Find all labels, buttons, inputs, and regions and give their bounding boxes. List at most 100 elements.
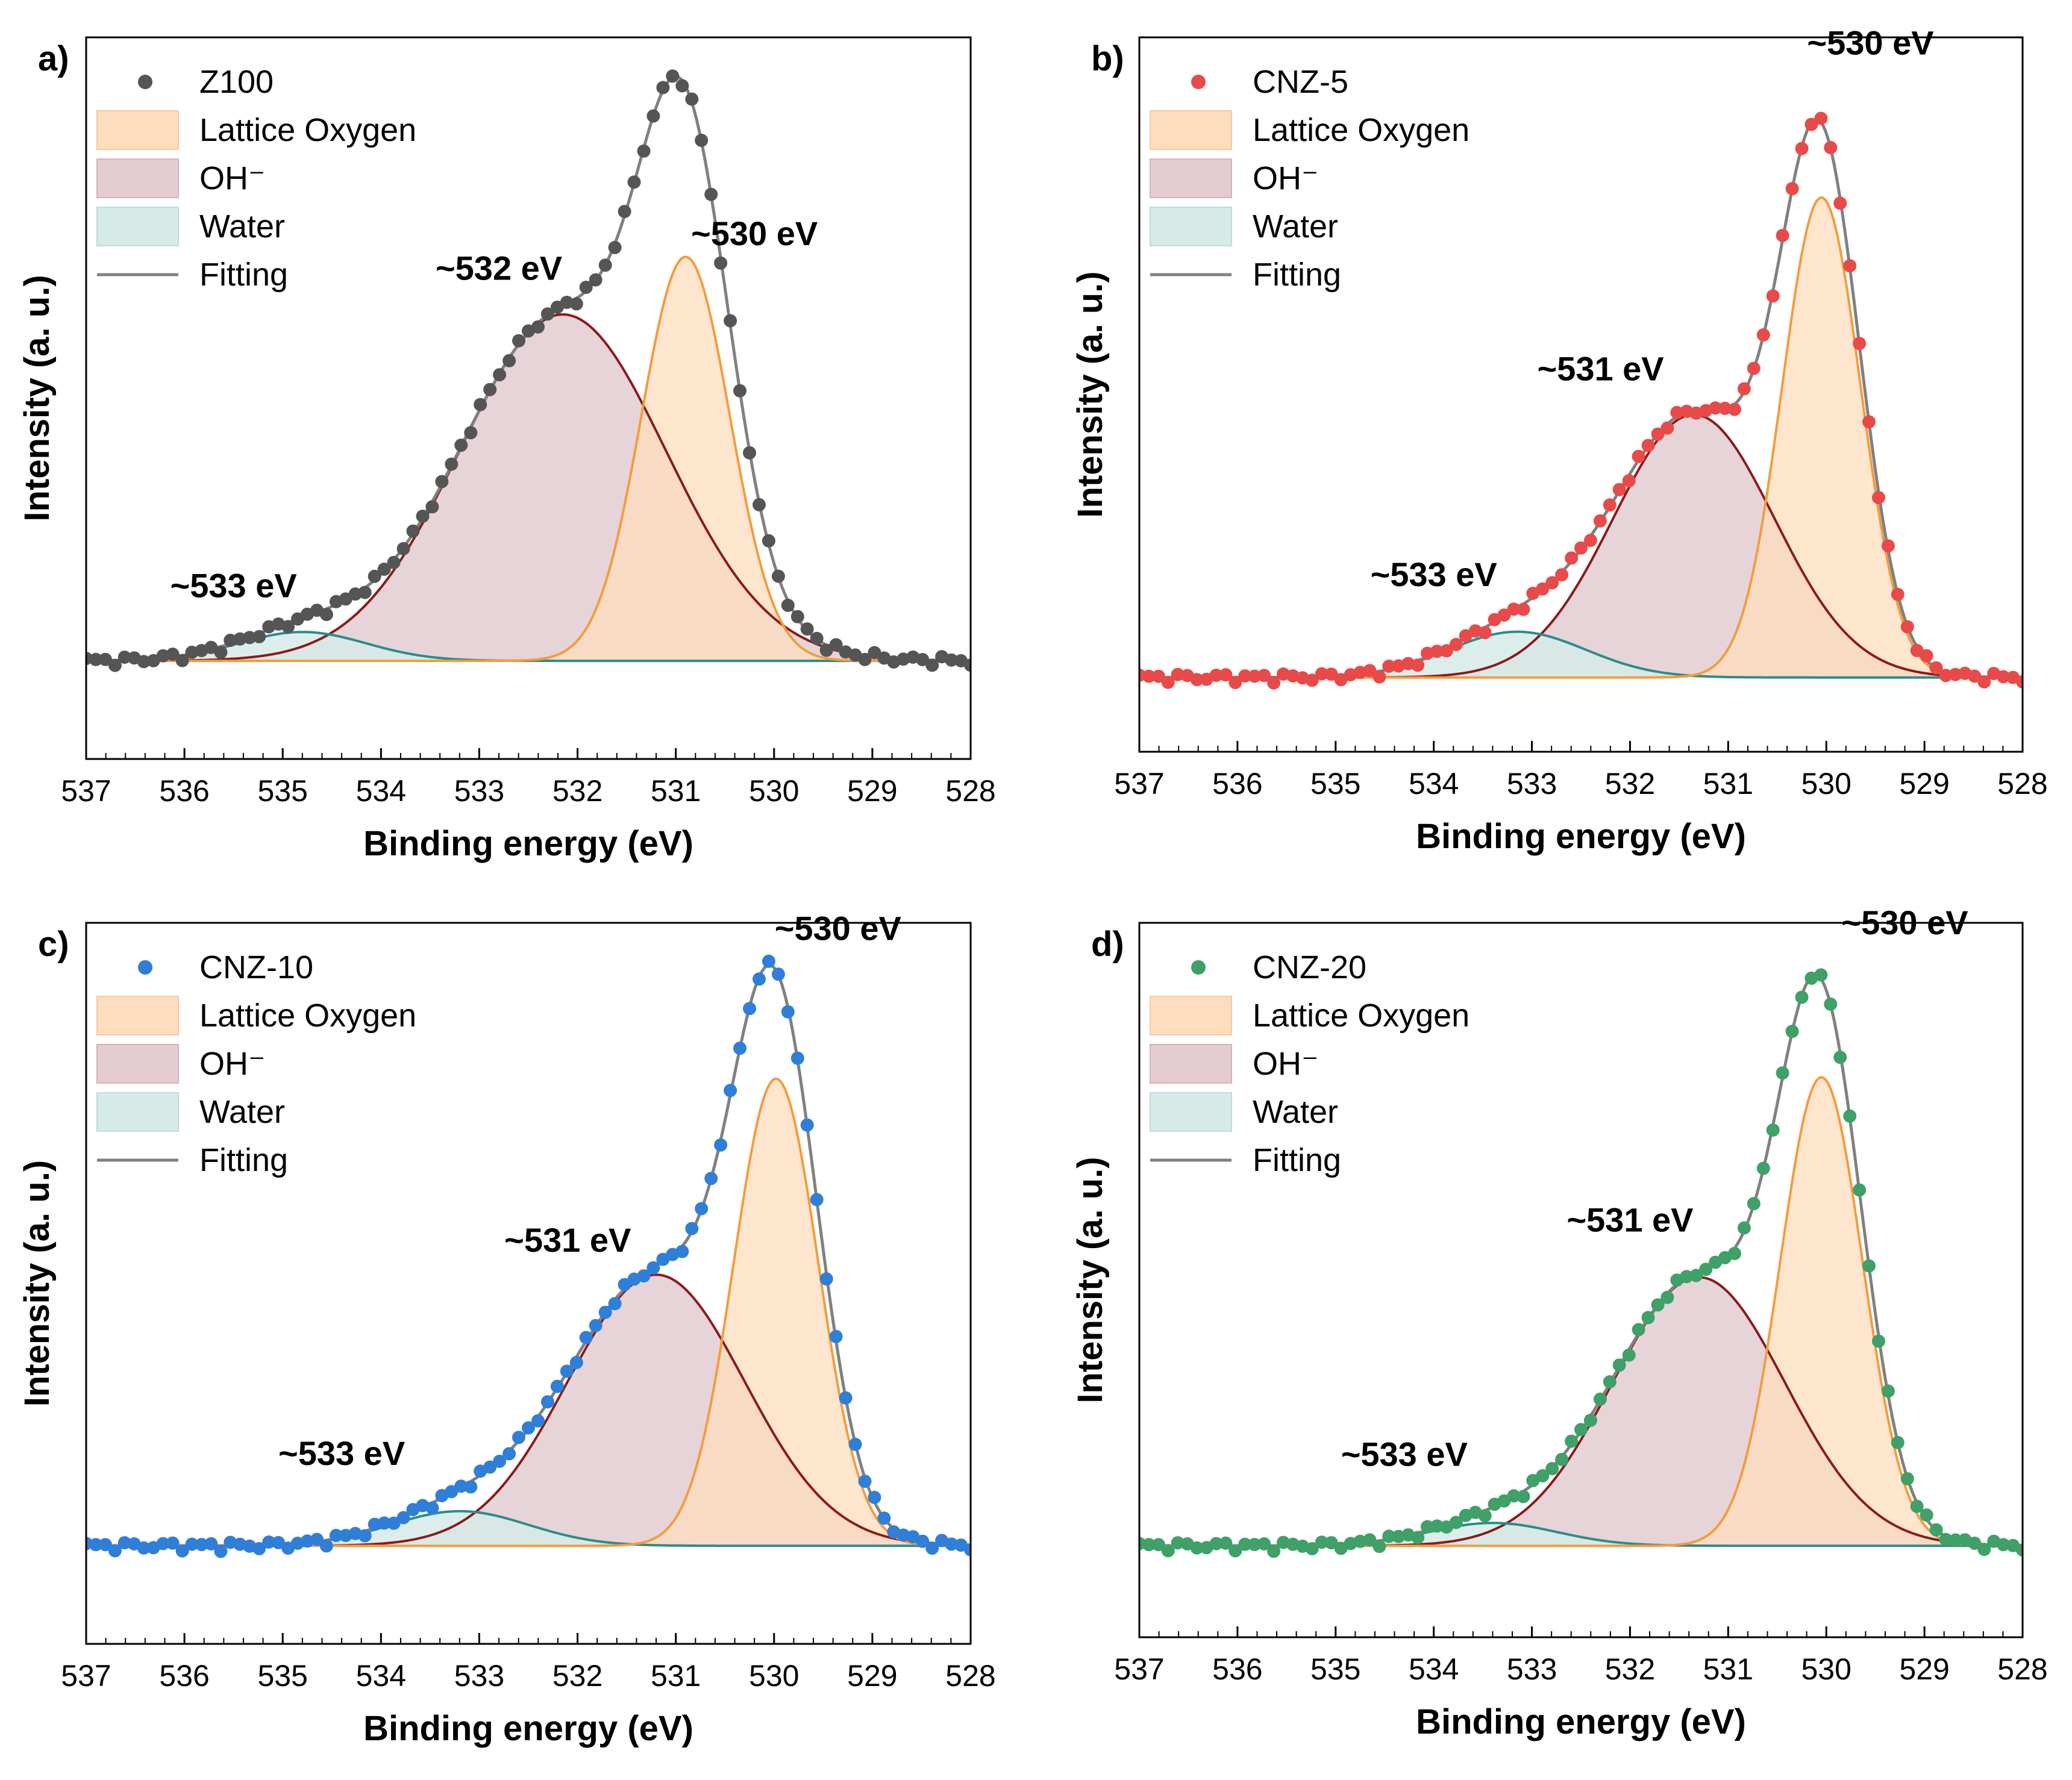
data-point bbox=[637, 1269, 651, 1283]
data-point bbox=[493, 1454, 507, 1468]
data-point bbox=[175, 654, 189, 667]
peak-annotation: ~530 eV bbox=[1841, 904, 1968, 942]
data-point bbox=[406, 524, 420, 538]
x-tick-label: 529 bbox=[1899, 1652, 1949, 1686]
data-point bbox=[1776, 1066, 1789, 1080]
legend-swatch-water bbox=[96, 207, 179, 246]
x-tick-label: 536 bbox=[159, 1659, 209, 1693]
data-point bbox=[848, 1437, 862, 1451]
data-point bbox=[1660, 1290, 1674, 1304]
data-point bbox=[1574, 1423, 1588, 1437]
data-point bbox=[1728, 402, 1741, 416]
peak-annotation: ~533 eV bbox=[171, 567, 297, 605]
data-point bbox=[1228, 676, 1242, 689]
x-tick-label: 535 bbox=[258, 774, 308, 808]
data-point bbox=[1872, 1334, 1885, 1348]
x-tick-label: 529 bbox=[1899, 767, 1949, 801]
x-tick-label: 532 bbox=[1605, 767, 1655, 801]
data-point bbox=[868, 1490, 881, 1504]
data-point bbox=[868, 646, 881, 660]
data-point bbox=[387, 555, 401, 569]
axes-frame bbox=[1138, 36, 2024, 753]
data-point bbox=[1939, 1532, 1953, 1546]
data-point bbox=[319, 1539, 333, 1553]
data-point bbox=[1430, 1519, 1444, 1533]
data-point bbox=[1555, 568, 1569, 582]
data-point bbox=[1622, 1348, 1636, 1362]
data-point bbox=[435, 475, 449, 489]
data-point bbox=[762, 534, 775, 548]
panel-label: c) bbox=[38, 925, 69, 964]
data-point bbox=[1910, 1499, 1924, 1513]
data-point bbox=[1545, 1462, 1559, 1476]
data-point bbox=[445, 457, 459, 471]
data-point bbox=[358, 586, 372, 599]
data-point bbox=[137, 655, 151, 669]
data-point bbox=[1728, 1246, 1741, 1260]
data-point bbox=[1814, 111, 1828, 125]
data-point bbox=[656, 81, 670, 95]
lattice-area bbox=[1139, 197, 2023, 678]
lattice-curve bbox=[86, 255, 971, 663]
data-point bbox=[474, 398, 487, 411]
data-point bbox=[1670, 405, 1684, 419]
data-point bbox=[98, 652, 112, 666]
y-axis-label: Intensity (a. u.) bbox=[17, 275, 57, 521]
legend-label-lattice: Lattice Oxygen bbox=[199, 998, 416, 1034]
legend-swatch-oh bbox=[1150, 1044, 1232, 1084]
legend-label-fitting: Fitting bbox=[1253, 257, 1341, 293]
data-point bbox=[964, 658, 971, 672]
data-point bbox=[89, 1538, 102, 1552]
x-tick-label: 535 bbox=[1310, 767, 1360, 801]
peak-annotation: ~533 eV bbox=[1371, 555, 1497, 593]
data-point bbox=[1171, 1536, 1185, 1550]
data-point bbox=[1142, 669, 1156, 683]
data-point bbox=[675, 1244, 689, 1258]
data-point bbox=[1583, 1413, 1597, 1427]
panel-cnz-10: 537 536 535 534 533 532 531 530 529 528 Binding en… bbox=[17, 910, 996, 1748]
data-point bbox=[243, 631, 257, 645]
data-point bbox=[646, 109, 660, 123]
data-point bbox=[1737, 1221, 1751, 1235]
data-point bbox=[531, 1414, 545, 1428]
x-tick-label: 533 bbox=[454, 1659, 504, 1693]
legend: CNZ-20 Lattice Oxygen OH⁻ Water Fitting bbox=[1150, 949, 1469, 1178]
data-point bbox=[1363, 664, 1377, 678]
data-point bbox=[1977, 1543, 1991, 1557]
x-tick-label: 533 bbox=[1507, 767, 1557, 801]
data-point bbox=[1766, 289, 1780, 303]
data-point bbox=[1315, 667, 1329, 681]
data-point bbox=[1824, 998, 1838, 1011]
legend-label-oh: OH⁻ bbox=[199, 160, 266, 196]
data-point bbox=[1872, 491, 1885, 505]
data-point bbox=[512, 1431, 525, 1444]
data-point bbox=[1920, 1508, 1933, 1522]
data-point bbox=[1900, 620, 1914, 634]
data-point bbox=[98, 1538, 112, 1552]
data-point bbox=[762, 954, 775, 968]
data-point bbox=[1747, 1197, 1761, 1211]
data-point bbox=[425, 1501, 439, 1515]
data-point bbox=[608, 240, 622, 254]
data-point bbox=[522, 1421, 535, 1435]
data-point bbox=[1382, 660, 1396, 673]
legend-swatch-oh bbox=[1150, 158, 1232, 198]
water-area bbox=[86, 632, 971, 661]
data-point bbox=[1824, 141, 1838, 154]
data-point bbox=[416, 510, 430, 523]
plot-area bbox=[86, 69, 971, 672]
data-point bbox=[1948, 1533, 1962, 1547]
legend-label-oh: OH⁻ bbox=[1253, 160, 1319, 196]
data-point bbox=[377, 1516, 391, 1530]
data-point bbox=[637, 144, 651, 158]
data-point bbox=[464, 426, 478, 440]
x-tick-label: 534 bbox=[1409, 767, 1459, 801]
panel-z100: 537 536 535 534 533 532 531 530 529 528 Binding en… bbox=[17, 36, 996, 863]
data-point bbox=[310, 1532, 324, 1546]
data-point bbox=[1257, 1537, 1271, 1550]
peak-annotation: ~533 eV bbox=[278, 1434, 405, 1472]
data-point bbox=[1795, 142, 1809, 155]
x-tick-label: 536 bbox=[1212, 767, 1262, 801]
x-axis-label: Binding energy (eV) bbox=[1416, 1702, 1746, 1741]
